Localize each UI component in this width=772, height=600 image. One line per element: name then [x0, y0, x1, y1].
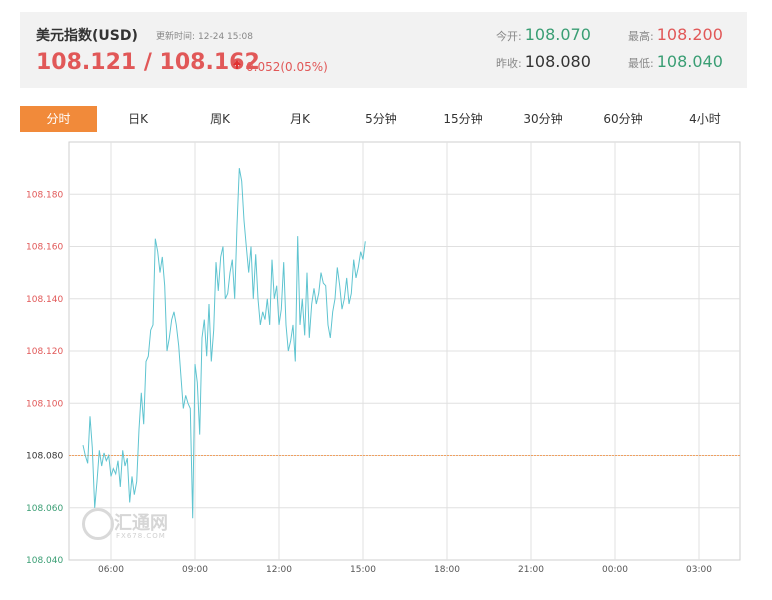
y-tick-label: 108.180 [26, 190, 63, 200]
period-tabs: 分时 日K 周K 月K 5分钟 15分钟 30分钟 60分钟 4小时 [20, 106, 738, 132]
y-tick-label: 108.080 [26, 452, 63, 462]
stat-open: 今开: 108.070 [496, 25, 591, 44]
tab-4hour[interactable]: 4小时 [689, 112, 721, 126]
high-label: 最高: [628, 30, 654, 43]
watermark-circle-icon [82, 508, 114, 540]
high-value: 108.200 [656, 25, 723, 44]
tab-monthly-k[interactable]: 月K [290, 112, 310, 126]
update-label: 更新时间: [156, 32, 196, 42]
instrument-title: 美元指数(USD) [36, 28, 138, 44]
price-change: 0.052(0.05%) [246, 60, 328, 74]
stat-high: 最高: 108.200 [628, 25, 723, 44]
quote-header: 美元指数(USD) 更新时间: 12-24 15:08 108.121 / 108… [20, 12, 747, 88]
tab-15min[interactable]: 15分钟 [443, 112, 483, 126]
watermark-sub: FX678.COM [116, 532, 166, 540]
x-tick-label: 09:00 [182, 565, 208, 575]
y-axis-ticks: 108.040 108.060 108.080 108.100 108.120 108.1… [26, 190, 63, 566]
low-label: 最低: [628, 57, 654, 70]
up-arrow-icon [233, 60, 241, 69]
prev-close-value: 108.080 [524, 52, 591, 71]
x-tick-label: 15:00 [350, 565, 376, 575]
y-tick-label: 108.060 [26, 504, 63, 514]
x-tick-label: 12:00 [266, 565, 292, 575]
chart-grid [68, 141, 741, 561]
intraday-chart: 108.040 108.060 108.080 108.100 108.120 108.1… [26, 141, 741, 575]
watermark-text: 汇通网 [114, 513, 168, 534]
tab-daily-k[interactable]: 日K [128, 112, 148, 126]
tab-5min[interactable]: 5分钟 [365, 112, 397, 126]
y-tick-label: 108.120 [26, 347, 63, 357]
y-tick-label: 108.160 [26, 243, 63, 253]
x-tick-label: 00:00 [602, 565, 628, 575]
y-tick-label: 108.100 [26, 399, 63, 409]
x-tick-label: 21:00 [518, 565, 544, 575]
open-label: 今开: [496, 30, 522, 43]
open-value: 108.070 [524, 25, 591, 44]
x-axis-ticks: 06:00 09:00 12:00 15:00 18:00 21:00 00:00 03:00 [98, 565, 712, 575]
prev-close-label: 昨收: [496, 57, 522, 70]
x-tick-label: 18:00 [434, 565, 460, 575]
tab-30min[interactable]: 30分钟 [523, 112, 563, 126]
stat-prev-close: 昨收: 108.080 [496, 52, 591, 71]
bid-ask-price: 108.121 / 108.162 [36, 50, 260, 75]
x-tick-label: 06:00 [98, 565, 124, 575]
update-time: 更新时间: 12-24 15:08 [156, 29, 256, 42]
update-value: 12-24 15:08 [198, 32, 253, 42]
tab-weekly-k[interactable]: 周K [210, 112, 230, 126]
price-line-series [82, 168, 366, 519]
y-tick-label: 108.140 [26, 295, 63, 305]
low-value: 108.040 [656, 52, 723, 71]
tab-60min[interactable]: 60分钟 [603, 112, 643, 126]
y-tick-label: 108.040 [26, 556, 63, 566]
tab-intraday[interactable]: 分时 [20, 106, 97, 132]
stat-low: 最低: 108.040 [628, 52, 723, 71]
x-tick-label: 03:00 [686, 565, 712, 575]
